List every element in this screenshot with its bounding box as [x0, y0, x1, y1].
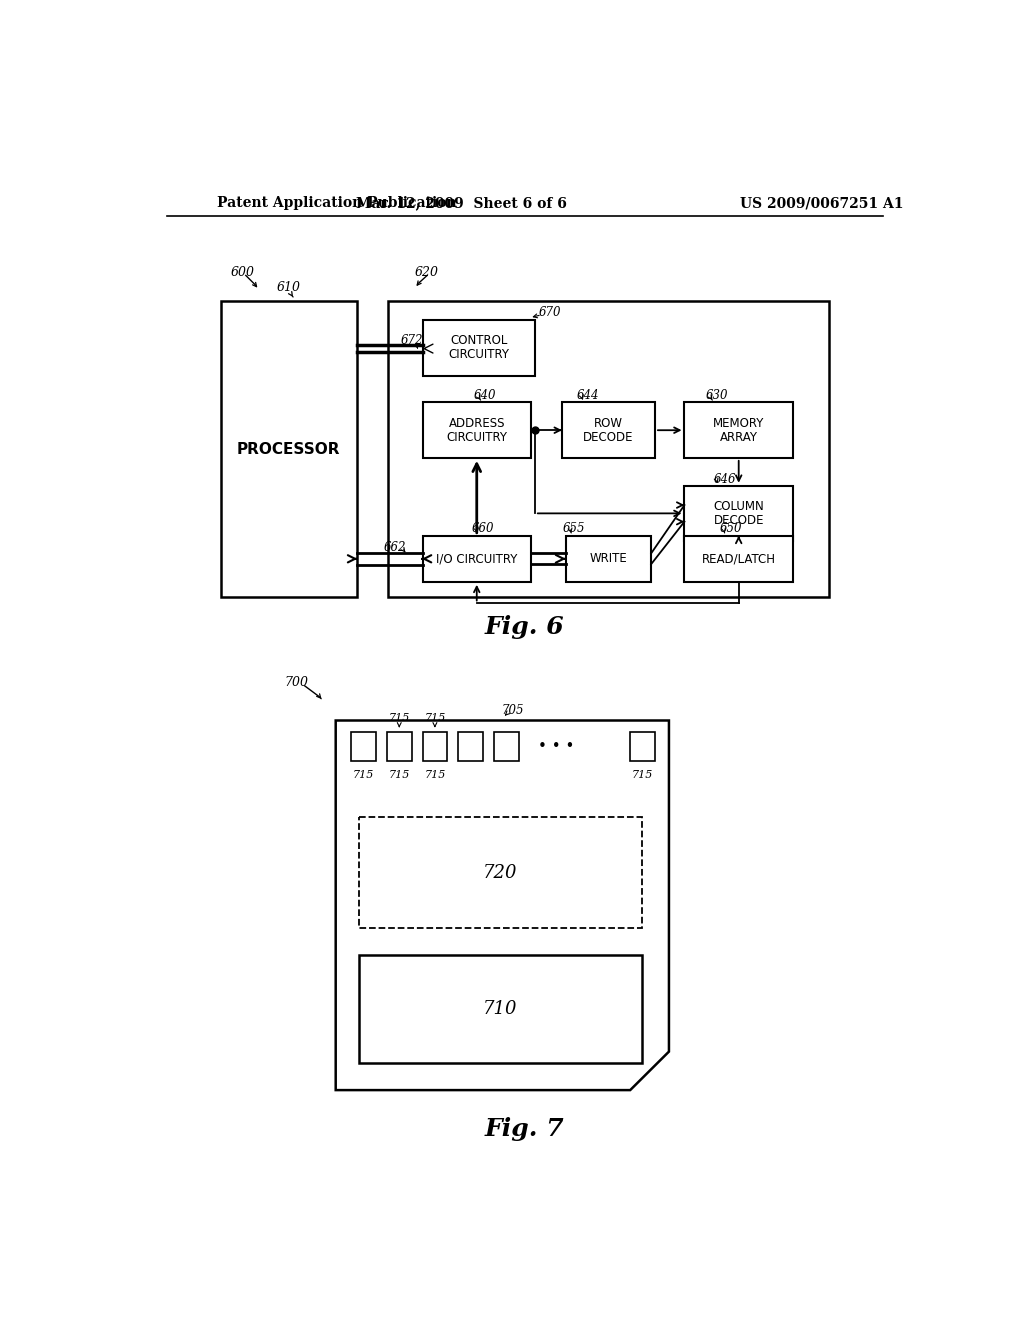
Text: CONTROL: CONTROL: [450, 334, 507, 347]
Text: 670: 670: [539, 306, 561, 319]
Bar: [684, 403, 793, 458]
Text: 650: 650: [720, 521, 742, 535]
Text: MEMORY: MEMORY: [713, 417, 764, 430]
Text: CIRCUITRY: CIRCUITRY: [449, 348, 509, 362]
Text: ADDRESS: ADDRESS: [449, 417, 505, 430]
Text: DECODE: DECODE: [714, 513, 764, 527]
Bar: [423, 403, 531, 458]
Text: DECODE: DECODE: [584, 430, 634, 444]
Bar: [562, 403, 655, 458]
Bar: [359, 817, 642, 928]
Text: ROW: ROW: [594, 417, 623, 430]
Text: 660: 660: [472, 521, 495, 535]
Bar: [684, 486, 793, 541]
Bar: [630, 733, 655, 762]
Text: 655: 655: [562, 521, 585, 535]
Text: 646: 646: [714, 473, 736, 486]
Text: CIRCUITRY: CIRCUITRY: [446, 430, 507, 444]
Text: 715: 715: [424, 770, 445, 780]
Text: WRITE: WRITE: [590, 552, 628, 565]
Text: • • •: • • •: [538, 739, 574, 754]
Text: I/O CIRCUITRY: I/O CIRCUITRY: [436, 552, 517, 565]
Bar: [458, 733, 483, 762]
Text: 710: 710: [483, 1001, 518, 1018]
Text: PROCESSOR: PROCESSOR: [238, 442, 341, 457]
Text: ARRAY: ARRAY: [720, 430, 758, 444]
Bar: [684, 536, 793, 582]
Bar: [423, 733, 447, 762]
Text: 700: 700: [285, 676, 309, 689]
Bar: [388, 301, 829, 598]
Text: Fig. 6: Fig. 6: [485, 615, 564, 639]
Bar: [423, 321, 535, 376]
Text: Fig. 7: Fig. 7: [485, 1117, 564, 1140]
Text: 715: 715: [353, 770, 375, 780]
Bar: [359, 956, 642, 1063]
Text: US 2009/0067251 A1: US 2009/0067251 A1: [740, 197, 904, 210]
Text: 662: 662: [384, 541, 407, 554]
Text: 600: 600: [230, 265, 255, 279]
Text: READ/LATCH: READ/LATCH: [701, 552, 776, 565]
Text: 715: 715: [632, 770, 653, 780]
Bar: [566, 536, 651, 582]
Text: 715: 715: [388, 770, 410, 780]
Text: 705: 705: [502, 704, 524, 717]
Text: 715: 715: [424, 713, 445, 723]
Text: 672: 672: [400, 334, 423, 347]
Text: 630: 630: [706, 389, 728, 403]
Text: 644: 644: [577, 389, 599, 403]
Bar: [221, 301, 356, 598]
Text: 620: 620: [415, 265, 438, 279]
Bar: [351, 733, 376, 762]
Text: COLUMN: COLUMN: [714, 500, 764, 513]
Text: 640: 640: [473, 389, 496, 403]
Bar: [423, 536, 531, 582]
Text: Mar. 12, 2009  Sheet 6 of 6: Mar. 12, 2009 Sheet 6 of 6: [355, 197, 566, 210]
Text: Patent Application Publication: Patent Application Publication: [217, 197, 457, 210]
Bar: [494, 733, 518, 762]
Polygon shape: [336, 721, 669, 1090]
Text: 715: 715: [388, 713, 410, 723]
Text: 720: 720: [483, 863, 518, 882]
Bar: [387, 733, 412, 762]
Text: 610: 610: [276, 281, 300, 294]
